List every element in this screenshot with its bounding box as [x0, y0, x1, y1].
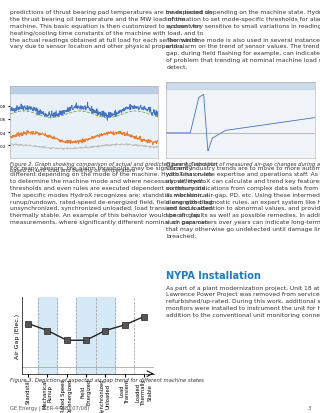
Bar — [10, 87, 158, 93]
Bar — [76, 297, 115, 374]
Text: 3: 3 — [307, 405, 310, 410]
Text: be expected depending on the machine state. HydroX uses this
information to set : be expected depending on the machine sta… — [166, 10, 320, 69]
Text: Current industry trends are to move to more automated plants,
with less on-site : Current industry trends are to move to m… — [166, 165, 320, 238]
Text: Figure 3. Depiction of expected air gap trend for different machine states: Figure 3. Depiction of expected air gap … — [10, 377, 204, 382]
Text: Figure 2. Graph showing comparison of actual and predicted bearing vibration
bas: Figure 2. Graph showing comparison of ac… — [10, 162, 217, 173]
Text: NYPA Installation: NYPA Installation — [166, 271, 261, 280]
Text: Figure 4. Trend plot of measured air-gap changes during a startup at NYPA: Figure 4. Trend plot of measured air-gap… — [166, 162, 320, 167]
Text: predictions of thrust bearing pad temperatures are made based on
the thrust bear: predictions of thrust bearing pad temper… — [10, 10, 212, 49]
Text: GE Energy | GER-4488 (07/08): GE Energy | GER-4488 (07/08) — [10, 404, 89, 410]
Bar — [166, 83, 315, 90]
Y-axis label: Air Gap (Elec.): Air Gap (Elec.) — [15, 313, 20, 358]
Text: As part of a plant modernization project, Unit 18 at the St.
Lawrence Power Proj: As part of a plant modernization project… — [166, 285, 320, 317]
Text: For many sensors, the alarm thresholds may be significantly
different depending : For many sensors, the alarm thresholds m… — [10, 165, 213, 224]
Bar — [38, 297, 57, 374]
